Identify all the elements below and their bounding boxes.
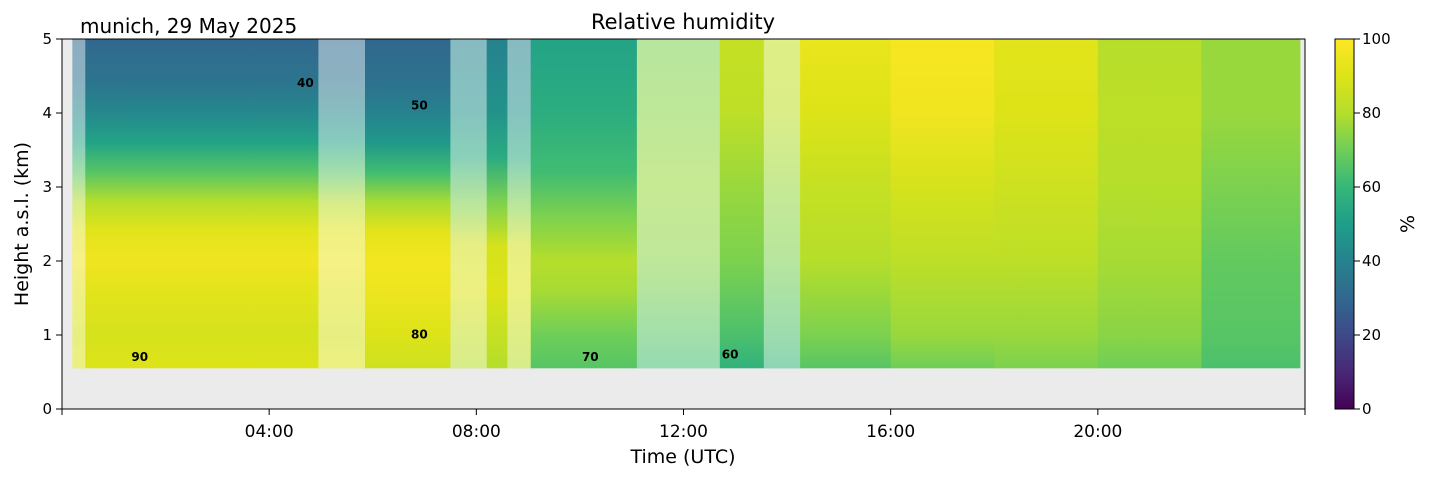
contour-label: 40: [297, 76, 314, 90]
contour-label: 70: [582, 350, 599, 364]
humidity-segment: [994, 39, 1099, 369]
x-axis-label: Time (UTC): [629, 446, 735, 468]
y-tick-label: 4: [42, 104, 52, 122]
humidity-segment: [800, 39, 892, 369]
x-tick-label: 12:00: [659, 422, 708, 442]
masked-periods-layer: [72, 39, 801, 369]
colorbar-tick-label: 100: [1362, 30, 1391, 48]
colorbar-gradient: [1334, 38, 1355, 410]
contour-labels-layer: 40 50 80 90 70 60: [131, 76, 738, 364]
masked-period: [763, 39, 801, 369]
plot-area: 40 50 80 90 70 60: [62, 39, 1305, 409]
humidity-segment: [450, 39, 532, 369]
humidity-segment: [72, 39, 366, 369]
y-tick-label: 1: [42, 326, 52, 344]
x-tick-label: 04:00: [245, 422, 294, 442]
humidity-segment: [530, 39, 638, 369]
heatmap-layer: [72, 39, 1301, 369]
y-tick-label: 5: [42, 30, 52, 48]
contour-label: 80: [411, 328, 428, 342]
masked-period: [507, 39, 531, 369]
humidity-segment: [636, 39, 721, 369]
y-tick-label: 0: [42, 400, 52, 418]
colorbar-tick-label: 0: [1362, 400, 1372, 418]
masked-period: [72, 39, 86, 369]
y-axis: 0 1 2 3 4 5: [42, 30, 62, 418]
humidity-segment: [719, 39, 801, 369]
y-tick-label: 3: [42, 178, 52, 196]
y-tick-label: 2: [42, 252, 52, 270]
x-axis: 04:00 08:00 12:00 16:00 20:00: [61, 409, 1306, 442]
masked-period: [636, 39, 720, 369]
colorbar-tick-label: 40: [1362, 252, 1381, 270]
site-date-label: munich, 29 May 2025: [80, 14, 297, 38]
chart-title: Relative humidity: [591, 10, 775, 34]
colorbar-tick-label: 60: [1362, 178, 1381, 196]
humidity-segment: [1097, 39, 1202, 369]
humidity-segment: [890, 39, 995, 369]
colorbar-tick-label: 80: [1362, 104, 1381, 122]
contour-label: 60: [722, 348, 739, 362]
contour-label: 50: [411, 98, 428, 112]
humidity-segment: [365, 39, 452, 369]
x-tick-label: 16:00: [866, 422, 915, 442]
contour-label: 90: [131, 350, 148, 364]
colorbar: 0 20 40 60 80 100: [1334, 30, 1391, 418]
masked-period: [450, 39, 487, 369]
colorbar-label: %: [1397, 215, 1419, 233]
masked-period: [318, 39, 365, 369]
x-tick-label: 08:00: [452, 422, 501, 442]
y-axis-label: Height a.s.l. (km): [11, 142, 33, 306]
humidity-segment: [1201, 39, 1301, 369]
colorbar-tick-label: 20: [1362, 326, 1381, 344]
x-tick-label: 20:00: [1073, 422, 1122, 442]
